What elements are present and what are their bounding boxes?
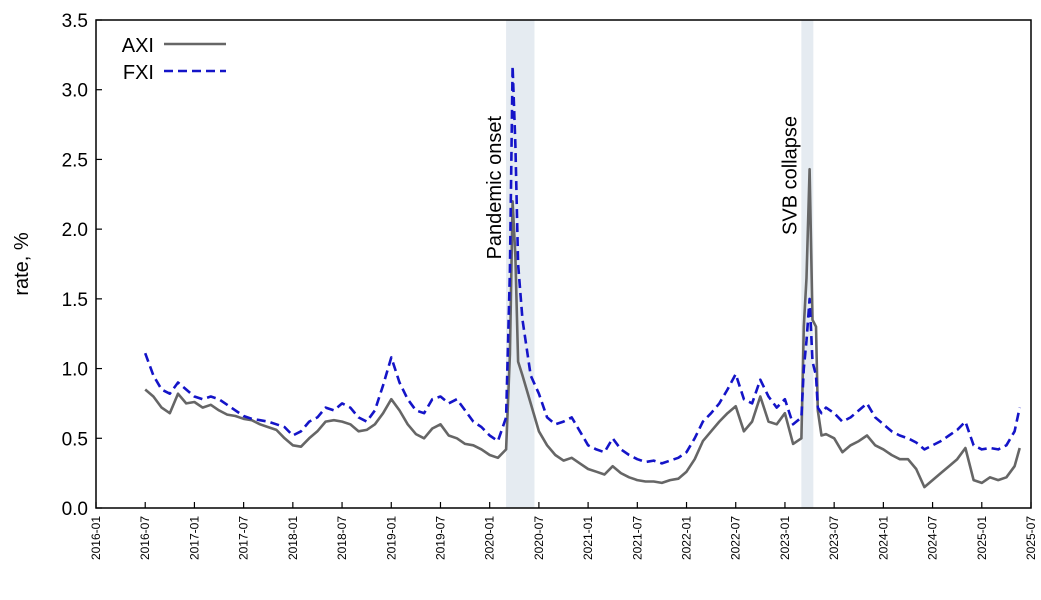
- y-tick-label: 0.5: [62, 429, 88, 450]
- y-tick-label: 1.5: [62, 290, 88, 311]
- x-tick-label: 2019-07: [433, 516, 447, 560]
- legend-label-axi: AXI: [122, 35, 154, 57]
- x-tick-label: 2025-07: [1024, 516, 1038, 560]
- series-lines: [143, 64, 1021, 489]
- y-axis-title: rate, %: [11, 232, 33, 296]
- x-tick-label: 2020-07: [532, 516, 546, 560]
- y-tick-label: 1.0: [62, 360, 88, 381]
- plot-frame: [95, 19, 1032, 509]
- x-tick-label: 2016-01: [89, 516, 103, 560]
- x-tick-label: 2021-01: [581, 516, 595, 560]
- series-line-fxi: [143, 64, 1021, 465]
- y-tick-label: 2.0: [62, 220, 88, 241]
- x-tick-label: 2016-07: [138, 516, 152, 560]
- period-annotations: Pandemic onset SVB collapse: [484, 116, 801, 260]
- x-axis: 2016-01 2016-07 2017-01 2017-07 2018-01 2018-…: [89, 502, 1038, 560]
- x-tick-label: 2022-01: [680, 516, 694, 560]
- y-tick-label: 3.0: [62, 81, 88, 102]
- x-tick-label: 2020-01: [483, 516, 497, 560]
- y-axis: 0.0 0.5 1.0 1.5 2.0 2.5 3.0 3.5: [62, 11, 102, 520]
- x-tick-label: 2021-07: [630, 516, 644, 560]
- x-tick-label: 2023-07: [827, 516, 841, 560]
- legend-label-fxi: FXI: [123, 62, 154, 84]
- x-tick-label: 2018-07: [335, 516, 349, 560]
- period-annotation: Pandemic onset: [484, 116, 506, 260]
- x-tick-label: 2023-01: [778, 516, 792, 560]
- y-tick-label: 3.5: [62, 11, 88, 32]
- x-tick-label: 2025-01: [975, 516, 989, 560]
- y-tick-label: 0.0: [62, 499, 88, 520]
- shaded-periods: [506, 20, 814, 508]
- x-tick-label: 2024-07: [926, 516, 940, 560]
- x-tick-label: 2024-01: [876, 516, 890, 560]
- x-tick-label: 2022-07: [729, 516, 743, 560]
- period-annotation: SVB collapse: [779, 116, 801, 235]
- x-tick-label: 2017-07: [237, 516, 251, 560]
- legend: AXI FXI: [122, 35, 226, 84]
- x-tick-label: 2017-01: [187, 516, 201, 560]
- x-tick-label: 2018-01: [286, 516, 300, 560]
- y-tick-label: 2.5: [62, 150, 88, 171]
- series-line-axi: [144, 167, 1021, 489]
- x-tick-label: 2019-01: [384, 516, 398, 560]
